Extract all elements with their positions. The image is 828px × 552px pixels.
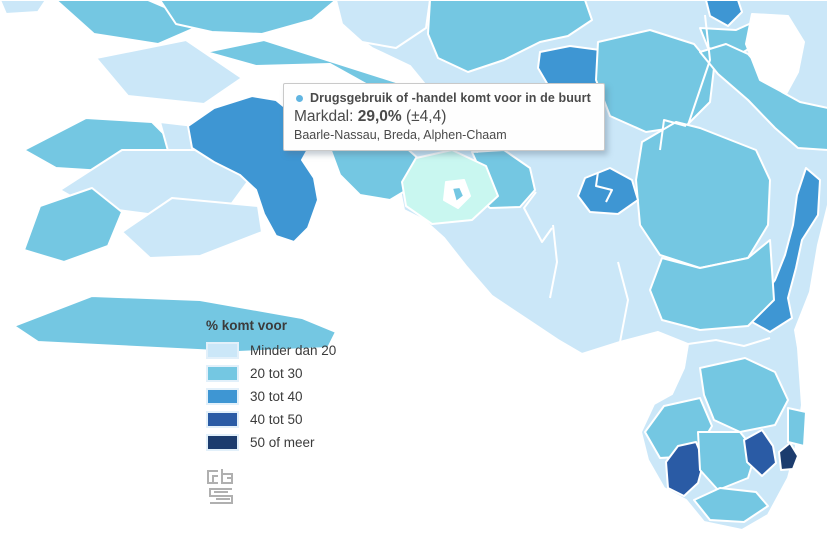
map-municipal-border [687,337,771,347]
map-region-markdal-enclave-blob[interactable] [451,186,465,203]
map-region-limburg-dark-b[interactable] [743,429,777,477]
map-region-island-8[interactable] [121,197,263,259]
map-municipal-border [549,224,558,299]
map-region-walcheren[interactable] [23,187,123,263]
tooltip-region-name: Markdal: [294,108,358,125]
map-region-limburg-east-teal[interactable] [787,407,807,447]
cbs-logo-letter-s [209,488,233,504]
map-region-center-teal[interactable] [635,121,771,269]
indicator-bullet-icon [296,94,303,102]
map-region-island-2[interactable] [159,0,337,35]
legend-item-label: Minder dan 20 [250,343,337,358]
map-region-island-4[interactable] [95,39,243,105]
map-municipal-border [659,119,687,151]
map-region-se-teal[interactable] [649,239,775,331]
map-region-limburg-navy[interactable] [778,442,799,471]
cbs-logo-letter-c [207,470,218,484]
legend-item-label: 30 tot 40 [250,389,303,404]
map-region-limburg-mid-teal[interactable] [697,431,757,491]
legend-swatch [206,434,239,451]
tooltip-municipalities: Baarle-Nassau, Breda, Alphen-Chaam [294,128,507,142]
map-region-limburg-tail-teal[interactable] [693,487,769,523]
legend-item-label: 50 of meer [250,435,315,450]
map-region-nw-sliver[interactable] [0,0,47,15]
map-region-top-teal[interactable] [427,0,593,73]
legend-title: % komt voor [206,318,288,333]
legend-item: 40 tot 50 [206,411,336,428]
map-municipal-border [617,261,629,343]
legend-item-label: 40 tot 50 [250,412,303,427]
map-municipal-border [523,191,553,243]
map-region-mid-teal[interactable] [595,29,715,133]
map-legend: % komt voor Minder dan 20 20 tot 30 30 tot… [206,318,336,457]
map-region-limburg-north-teal[interactable] [699,357,789,433]
cbs-logo [207,469,233,504]
map-municipal-border [595,171,613,203]
legend-item: Minder dan 20 [206,342,336,359]
map-region-zeeuws-vlaanderen[interactable] [13,295,337,353]
legend-item: 30 tot 40 [206,388,336,405]
map-tooltip: Drugsgebruik of -handel komt voor in de … [283,83,605,151]
map-region-ne-teal-band[interactable] [699,43,828,151]
legend-swatch [206,342,239,359]
tooltip-margin: (±4,4) [401,108,447,125]
map-region-eindhoven-blue[interactable] [577,167,639,215]
map-region-top-light[interactable] [335,0,431,49]
legend-items: Minder dan 20 20 tot 30 30 tot 40 40 tot 50… [206,342,336,451]
legend-item: 20 tot 30 [206,365,336,382]
legend-swatch [206,365,239,382]
tooltip-indicator-label: Drugsgebruik of -handel komt voor in de … [310,91,591,105]
tooltip-value: 29,0% [357,108,402,125]
legend-item-label: 20 tot 30 [250,366,303,381]
map-municipal-border [687,14,711,126]
map-region-ne-nodata[interactable] [745,13,805,95]
legend-item: 50 of meer [206,434,336,451]
legend-swatch [206,411,239,428]
tooltip-value-line: Markdal: 29,0% (±4,4) [294,108,591,126]
legend-swatch [206,388,239,405]
map-region-topright-blue[interactable] [705,0,743,27]
cbs-logo-letter-b [221,469,233,484]
tooltip-indicator-line: Drugsgebruik of -handel komt voor in de … [294,91,591,105]
